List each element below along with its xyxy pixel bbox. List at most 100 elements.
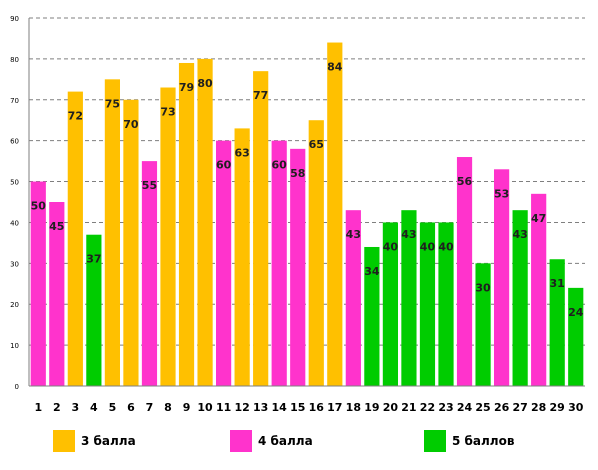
x-tick-label: 25 [475,401,490,414]
x-tick-label: 15 [290,401,305,414]
legend-swatch-3-balla [53,430,75,452]
data-label: 56 [457,175,473,188]
x-tick-label: 26 [494,401,510,414]
bar [531,193,547,386]
x-tick-label: 9 [183,401,191,414]
legend-label-4-balla: 4 балла [258,434,313,448]
x-tick-label: 19 [364,401,379,414]
data-label: 40 [383,240,399,253]
data-label: 75 [105,97,120,110]
x-axis-tick-labels: 1 2 3 4 5 6 7 8 9 10 11 12 13 14 15 16 17 18 19 20 21 22 23 24 2… [34,401,583,414]
x-tick-label: 23 [438,401,453,414]
y-tick-label: 0 [15,383,19,391]
y-tick-label: 20 [10,301,19,309]
data-label: 40 [420,240,436,253]
y-tick-label: 80 [10,56,19,64]
x-tick-label: 2 [53,401,61,414]
x-tick-label: 20 [383,401,399,414]
data-label: 79 [179,81,194,94]
x-tick-label: 16 [309,401,325,414]
x-tick-label: 6 [127,401,135,414]
x-tick-label: 13 [253,401,268,414]
x-tick-label: 29 [550,401,565,414]
data-label: 37 [86,253,101,266]
data-label: 73 [160,106,175,119]
bar [290,148,306,386]
bar [30,181,46,386]
data-label: 77 [253,89,268,102]
bar [438,222,454,386]
bar [549,259,565,386]
bar [178,62,195,386]
x-tick-label: 1 [34,401,42,414]
bar [401,210,417,386]
data-label: 34 [364,265,380,278]
bar [234,128,250,386]
data-label: 40 [438,240,454,253]
legend-item-5-ballov: 5 баллов [424,428,514,454]
data-label: 31 [550,277,565,290]
bar [345,210,361,386]
data-label: 43 [512,228,527,241]
bar [512,210,528,386]
data-label: 55 [142,179,157,192]
y-tick-label: 10 [10,342,19,350]
data-label: 43 [401,228,416,241]
x-tick-label: 3 [72,401,80,414]
bar [382,222,398,386]
y-tick-label: 50 [10,179,19,187]
data-label: 80 [197,77,213,90]
legend-swatch-5-ballov [424,430,446,452]
legend-item-3-balla: 3 балла [53,428,136,454]
data-label: 60 [216,159,232,172]
data-label: 50 [31,200,47,213]
y-tick-label: 90 [10,15,19,23]
x-tick-label: 4 [90,401,98,414]
bar [419,222,436,386]
x-tick-label: 22 [420,401,435,414]
bar [364,246,380,386]
x-tick-label: 7 [146,401,154,414]
bar [86,234,102,386]
x-tick-label: 17 [327,401,342,414]
data-label: 45 [49,220,64,233]
bar [104,79,120,386]
legend-label-5-ballov: 5 баллов [452,434,515,448]
bar [271,140,287,386]
data-label: 84 [327,61,343,74]
x-tick-label: 8 [164,401,172,414]
data-label: 72 [68,110,83,123]
y-axis-tick-labels: 0 10 20 30 40 50 60 70 80 90 [10,15,19,391]
bar [160,87,176,386]
data-label: 24 [568,306,584,319]
x-tick-label: 18 [346,401,361,414]
x-tick-label: 12 [234,401,249,414]
bar [123,99,139,387]
bar [327,42,343,387]
data-label: 30 [475,281,491,294]
bar [456,157,473,386]
x-tick-label: 10 [197,401,213,414]
y-tick-label: 60 [10,138,19,146]
data-label: 58 [290,167,305,180]
x-tick-label: 30 [568,401,584,414]
y-tick-label: 30 [10,260,19,268]
x-tick-label: 11 [216,401,231,414]
bar [67,91,83,386]
legend-swatch-4-balla [230,430,252,452]
bar [475,263,491,386]
grid-lines [29,17,585,346]
legend-label-3-balla: 3 балла [81,434,136,448]
y-tick-label: 40 [10,219,19,227]
x-tick-label: 24 [457,401,473,414]
x-tick-label: 5 [109,401,117,414]
bar [141,161,158,386]
bar [216,140,232,386]
bar [49,202,65,386]
x-tick-label: 27 [512,401,527,414]
data-label: 53 [494,187,509,200]
y-tick-label: 70 [10,97,19,105]
x-tick-label: 14 [272,401,288,414]
